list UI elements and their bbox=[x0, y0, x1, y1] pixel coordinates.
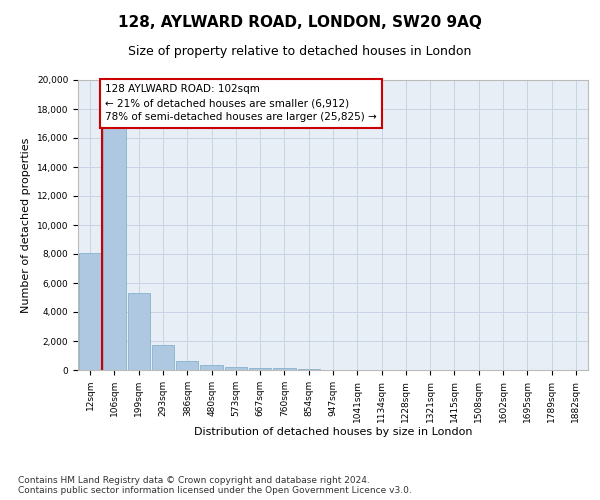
Text: Size of property relative to detached houses in London: Size of property relative to detached ho… bbox=[128, 45, 472, 58]
Bar bbox=[273, 368, 296, 370]
Bar bbox=[200, 365, 223, 370]
Bar bbox=[176, 361, 199, 370]
Text: Contains HM Land Registry data © Crown copyright and database right 2024.
Contai: Contains HM Land Registry data © Crown c… bbox=[18, 476, 412, 495]
Bar bbox=[298, 368, 320, 370]
Bar bbox=[103, 128, 125, 370]
Y-axis label: Number of detached properties: Number of detached properties bbox=[21, 138, 31, 312]
Text: 128, AYLWARD ROAD, LONDON, SW20 9AQ: 128, AYLWARD ROAD, LONDON, SW20 9AQ bbox=[118, 15, 482, 30]
Bar bbox=[79, 252, 101, 370]
Text: 128 AYLWARD ROAD: 102sqm
← 21% of detached houses are smaller (6,912)
78% of sem: 128 AYLWARD ROAD: 102sqm ← 21% of detach… bbox=[105, 84, 376, 122]
Bar bbox=[249, 368, 271, 370]
Bar bbox=[128, 293, 150, 370]
Bar bbox=[224, 367, 247, 370]
X-axis label: Distribution of detached houses by size in London: Distribution of detached houses by size … bbox=[194, 428, 472, 438]
Bar bbox=[152, 344, 174, 370]
